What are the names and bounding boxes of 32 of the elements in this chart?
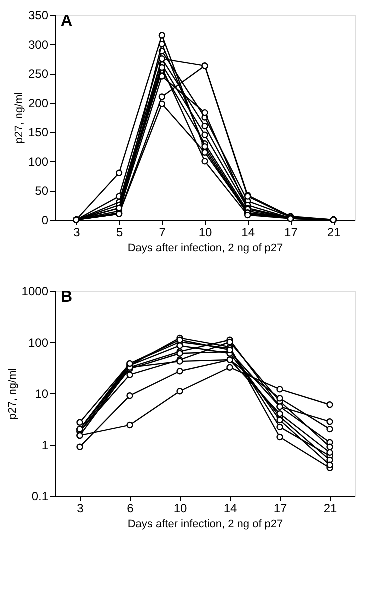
x-tick-label: 5 — [116, 226, 124, 240]
y-tick-label: 50 — [35, 184, 49, 198]
y-axis-title: p27, ng/ml — [13, 92, 26, 144]
y-tick-label: 200 — [28, 96, 49, 110]
y-tick-label: 0 — [42, 214, 49, 228]
y-tick-label: 150 — [28, 126, 49, 140]
x-tick-label: 3 — [74, 226, 81, 240]
chart-title: B — [61, 289, 73, 306]
x-tick-label: 21 — [327, 226, 342, 240]
x-tick-label: 17 — [274, 502, 288, 516]
y-tick-label: 1 — [42, 438, 49, 452]
y-tick-label: 350 — [28, 8, 49, 22]
x-axis-title: Days after infection, 2 ng of p27 — [128, 242, 284, 254]
y-tick-label: 300 — [28, 38, 49, 52]
x-tick-label: 3 — [77, 502, 84, 516]
y-tick-label: 250 — [28, 67, 49, 82]
x-tick-label: 10 — [198, 226, 212, 240]
x-tick-label: 17 — [284, 226, 298, 240]
x-tick-label: 14 — [242, 226, 256, 240]
x-axis-title: Days after infection, 2 ng of p27 — [128, 518, 284, 530]
y-tick-label: 10 — [35, 387, 49, 401]
x-tick-label: 21 — [324, 502, 338, 516]
y-tick-label: 100 — [28, 336, 49, 350]
x-tick-label: 7 — [159, 226, 166, 240]
x-tick-label: 6 — [127, 502, 134, 516]
x-tick-label: 10 — [174, 502, 188, 516]
y-tick-label: 1000 — [22, 284, 49, 298]
chart-title: A — [61, 13, 73, 30]
y-tick-label: 0.1 — [32, 490, 49, 504]
y-tick-label: 100 — [28, 154, 49, 169]
y-axis-title: p27, ng/ml — [6, 368, 19, 420]
x-tick-label: 14 — [224, 502, 238, 516]
